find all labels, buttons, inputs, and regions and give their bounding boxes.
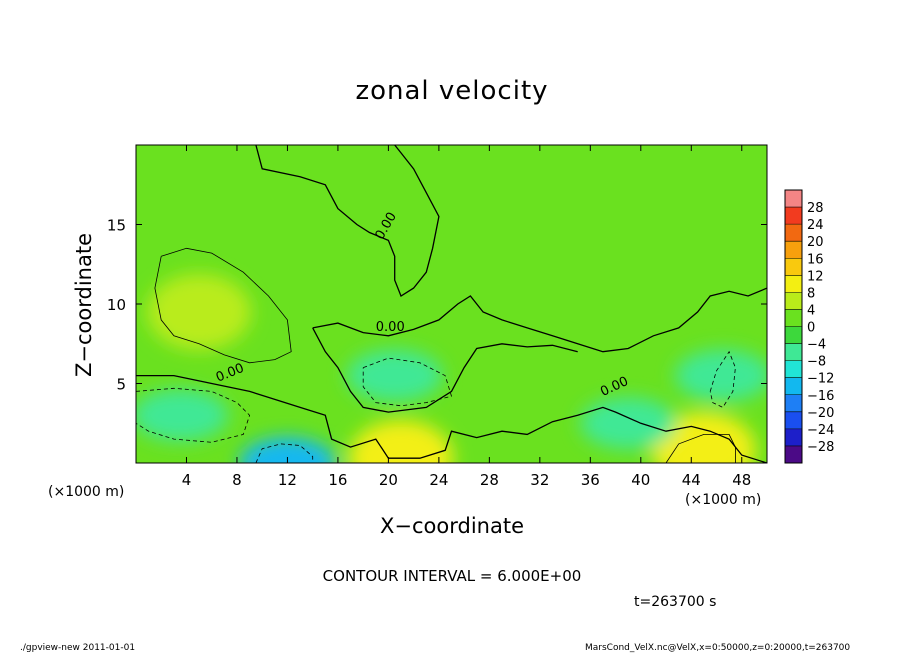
x-unit-label: (×1000 m) (685, 492, 762, 508)
contour-value-label: 0.00 (376, 320, 405, 335)
colorbar-label: −8 (807, 355, 826, 370)
colorbar-swatch (785, 428, 802, 446)
colorbar-swatch (785, 207, 802, 225)
y-unit-label: (×1000 m) (48, 484, 125, 500)
x-tick-label: 36 (581, 471, 600, 489)
colorbar-swatch (785, 360, 802, 378)
negative-contour-center (362, 357, 453, 407)
y-axis-label: Z−coordinate (72, 233, 96, 377)
x-tick-label: 20 (379, 471, 398, 489)
zero-contour-top (255, 145, 440, 297)
x-axis-label: X−coordinate (380, 514, 524, 538)
colorbar-swatch (785, 224, 802, 242)
colorbar-label: 28 (807, 201, 824, 216)
footer-right: MarsCond_VelX.nc@VelX,x=0:50000,z=0:2000… (585, 643, 851, 653)
colorbar-swatch (785, 190, 802, 208)
colorbar-swatch (785, 258, 802, 276)
field-positive-2 (651, 412, 756, 463)
field-positive-1 (349, 420, 454, 463)
zero-contour-bottom (136, 374, 767, 463)
colorbar-swatch (785, 343, 802, 361)
colorbar-swatch (785, 445, 802, 463)
field-negative-6 (674, 349, 767, 402)
colorbar-label: 12 (807, 269, 824, 284)
colorbar-swatch (785, 241, 802, 259)
x-tick-label: 48 (732, 471, 751, 489)
y-tick-label: 10 (107, 296, 126, 314)
colorbar-swatch (785, 411, 802, 429)
field-negative-4 (346, 349, 443, 402)
colorbar-label: −28 (807, 440, 834, 455)
colorbar-label: 20 (807, 235, 824, 250)
positive-contour-right (665, 434, 736, 463)
field-positive-0 (147, 273, 252, 350)
x-tick-label: 4 (182, 471, 192, 489)
x-tick-label: 44 (682, 471, 701, 489)
x-tick-label: 24 (429, 471, 448, 489)
colorbar-swatch (785, 377, 802, 395)
field-negative-5 (239, 437, 336, 463)
colorbar-label: −16 (807, 389, 834, 404)
colorbar-swatch (785, 309, 802, 327)
zero-contour-middle (312, 287, 767, 353)
colorbar-label: 24 (807, 218, 824, 233)
y-tick-label: 15 (107, 217, 126, 235)
colorbar-label: −24 (807, 423, 834, 438)
x-tick-label: 32 (530, 471, 549, 489)
x-tick-label: 28 (480, 471, 499, 489)
colorbar-label: 16 (807, 252, 824, 267)
negative-contour-right (709, 350, 736, 408)
colorbar-swatch (785, 292, 802, 310)
colorbar-label: 8 (807, 286, 815, 301)
chart-title: zonal velocity (355, 76, 549, 106)
y-tick-label: 5 (116, 376, 126, 394)
colorbar-swatch (785, 394, 802, 412)
colorbar-swatch (785, 275, 802, 293)
colorbar-swatch (785, 326, 802, 344)
colorbar-label: −20 (807, 406, 834, 421)
time-label: t=263700 s (634, 594, 717, 610)
x-tick-label: 8 (232, 471, 242, 489)
contour-interval-text: CONTOUR INTERVAL = 6.000E+00 (322, 567, 582, 585)
field-negative-3 (136, 389, 229, 442)
colorbar-label: −4 (807, 338, 826, 353)
footer-left: ./gpview-new 2011-01-01 (20, 643, 136, 653)
colorbar-label: 4 (807, 303, 815, 318)
x-tick-label: 16 (328, 471, 347, 489)
colorbar-label: 0 (807, 321, 815, 336)
colorbar-label: −12 (807, 372, 834, 387)
x-tick-label: 40 (631, 471, 650, 489)
negative-contour-bottom (255, 443, 314, 463)
positive-contour (154, 247, 292, 364)
x-tick-label: 12 (278, 471, 297, 489)
negative-contour-left (136, 387, 251, 443)
field-negative-7 (580, 397, 677, 450)
